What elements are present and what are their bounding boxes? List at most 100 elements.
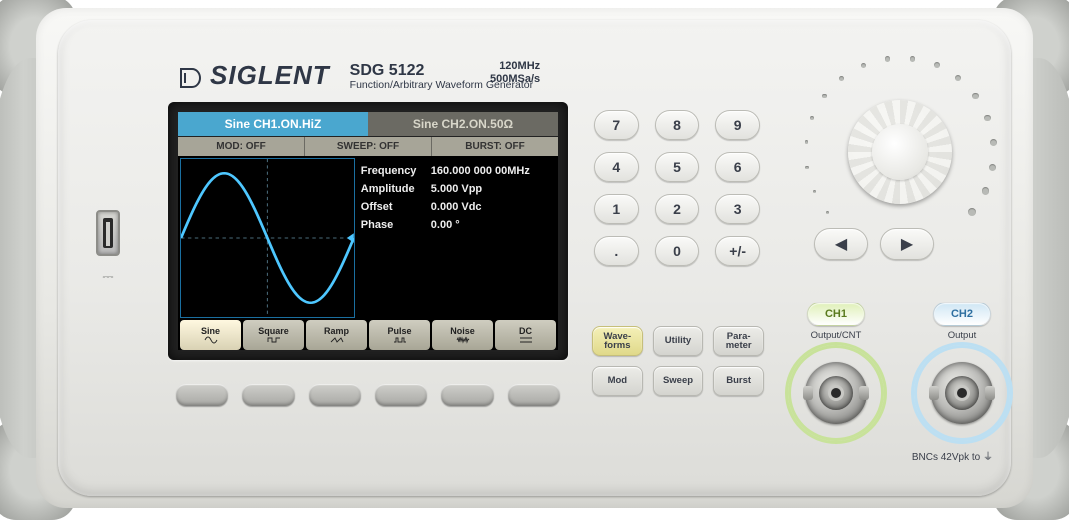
ch1-output-ring bbox=[788, 345, 884, 441]
mode-indicator: SWEEP: OFF bbox=[305, 137, 432, 156]
parameter-value: 0.00 ° bbox=[431, 216, 460, 234]
knob-scale-dot bbox=[982, 187, 990, 195]
parameter-label: Amplitude bbox=[361, 180, 423, 198]
parameter-label: Phase bbox=[361, 216, 423, 234]
numeric-keypad: 789 456 123. 0 +/- bbox=[594, 110, 760, 266]
softkey-label: Ramp bbox=[324, 326, 349, 336]
channel-tab-row: Sine CH1.ON.HiZSine CH2.ON.50Ω bbox=[178, 112, 558, 136]
waveform-preview bbox=[180, 158, 355, 318]
softkey-pulse[interactable]: Pulse bbox=[369, 320, 430, 350]
keypad-1-button[interactable]: 1 bbox=[594, 194, 639, 224]
keypad-2-button[interactable]: 2 bbox=[655, 194, 700, 224]
softkey-row: Sine Square Ramp Pulse Noise DC bbox=[178, 320, 558, 350]
knob-scale-dot bbox=[813, 190, 816, 193]
softkey-square[interactable]: Square bbox=[243, 320, 304, 350]
keypad-3-button[interactable]: 3 bbox=[715, 194, 760, 224]
sine-icon bbox=[197, 336, 225, 344]
rotary-knob[interactable] bbox=[848, 100, 952, 204]
fn-burst-button[interactable]: Burst bbox=[713, 366, 764, 396]
keypad-7-button[interactable]: 7 bbox=[594, 110, 639, 140]
cursor-right-button[interactable]: ▶ bbox=[880, 228, 934, 260]
cursor-left-button[interactable]: ◀ bbox=[814, 228, 868, 260]
softkey-label: Square bbox=[258, 326, 289, 336]
mode-indicator: BURST: OFF bbox=[432, 137, 558, 156]
soft-button-2[interactable] bbox=[242, 384, 294, 406]
knob-scale-dot bbox=[989, 164, 996, 171]
channel-block-ch2: CH2 Output bbox=[910, 302, 1014, 441]
parameter-row: Frequency 160.000 000 00MHz bbox=[361, 162, 554, 180]
softkey-label: Sine bbox=[201, 326, 220, 336]
dc-icon bbox=[512, 336, 540, 344]
mode-indicator: MOD: OFF bbox=[178, 137, 305, 156]
ch2-output-label: Output bbox=[948, 330, 977, 341]
knob-scale-dot bbox=[910, 56, 916, 62]
knob-scale-dot bbox=[972, 93, 979, 100]
soft-button-3[interactable] bbox=[309, 384, 361, 406]
softkey-label: Noise bbox=[450, 326, 475, 336]
knob-zone bbox=[790, 96, 1010, 246]
fn-parameter-button[interactable]: Para- meter bbox=[713, 326, 764, 356]
device-faceplate: SIGLENT SDG 5122 Function/Arbitrary Wave… bbox=[0, 0, 1069, 516]
soft-button-1[interactable] bbox=[176, 384, 228, 406]
keypad-8-button[interactable]: 8 bbox=[655, 110, 700, 140]
knob-scale-dot bbox=[839, 76, 844, 81]
keypad-6-button[interactable]: 6 bbox=[715, 152, 760, 182]
fn-mod-button[interactable]: Mod bbox=[592, 366, 643, 396]
mode-row: MOD: OFFSWEEP: OFFBURST: OFF bbox=[178, 136, 558, 156]
lcd-screen: Sine CH1.ON.HiZSine CH2.ON.50Ω MOD: OFFS… bbox=[178, 112, 558, 350]
keypad-0-button[interactable]: 0 bbox=[655, 236, 700, 266]
parameter-row: Offset0.000 Vdc bbox=[361, 198, 554, 216]
soft-button-4[interactable] bbox=[375, 384, 427, 406]
keypad-9-button[interactable]: 9 bbox=[715, 110, 760, 140]
softbutton-row bbox=[176, 384, 560, 406]
knob-scale-dot bbox=[990, 139, 997, 146]
parameter-row: Phase 0.00 ° bbox=[361, 216, 554, 234]
keypad--button[interactable]: +/- bbox=[715, 236, 760, 266]
function-button-zone: Wave- forms Utility Para- meter Mod Sweep Bur… bbox=[592, 326, 764, 396]
triangle-right-icon: ▶ bbox=[901, 234, 913, 254]
ch2-button[interactable]: CH2 bbox=[933, 302, 991, 326]
soft-button-5[interactable] bbox=[441, 384, 493, 406]
parameter-row: Amplitude 5.000 Vpp bbox=[361, 180, 554, 198]
softkey-label: Pulse bbox=[387, 326, 411, 336]
header: SIGLENT SDG 5122 Function/Arbitrary Wave… bbox=[178, 60, 533, 91]
ch2-output-ring bbox=[914, 345, 1010, 441]
knob-scale-dot bbox=[885, 56, 890, 61]
parameter-value: 160.000 000 00MHz bbox=[431, 162, 530, 180]
usb-port[interactable] bbox=[96, 210, 120, 256]
bnc-safety-note: BNCs 42Vpk to ⏚ bbox=[912, 448, 993, 463]
keypad--button[interactable]: . bbox=[594, 236, 639, 266]
spec-samplerate: 500MSa/s bbox=[490, 73, 540, 86]
parameter-label: Frequency bbox=[361, 162, 423, 180]
softkey-label: DC bbox=[519, 326, 532, 336]
parameter-value: 0.000 Vdc bbox=[431, 198, 482, 216]
fn-sweep-button[interactable]: Sweep bbox=[653, 366, 704, 396]
softkey-noise[interactable]: Noise bbox=[432, 320, 493, 350]
cursor-arrows: ◀ ▶ bbox=[814, 228, 934, 260]
knob-scale-dot bbox=[968, 208, 976, 216]
ch2-bnc-connector[interactable] bbox=[931, 362, 993, 424]
knob-scale-dot bbox=[984, 115, 991, 122]
usb-icon: ⎓ bbox=[96, 268, 120, 285]
spec-bandwidth: 120MHz bbox=[490, 60, 540, 73]
noise-icon bbox=[449, 336, 477, 344]
ch1-output-label: Output/CNT bbox=[811, 330, 862, 341]
parameter-value: 5.000 Vpp bbox=[431, 180, 482, 198]
keypad-4-button[interactable]: 4 bbox=[594, 152, 639, 182]
softkey-dc[interactable]: DC bbox=[495, 320, 556, 350]
fn-utility-button[interactable]: Utility bbox=[653, 326, 704, 356]
soft-button-6[interactable] bbox=[508, 384, 560, 406]
knob-scale-dot bbox=[826, 211, 829, 214]
channel-tab[interactable]: Sine CH2.ON.50Ω bbox=[368, 112, 558, 136]
knob-scale-dot bbox=[861, 63, 866, 68]
ch1-bnc-connector[interactable] bbox=[805, 362, 867, 424]
softkey-sine[interactable]: Sine bbox=[180, 320, 241, 350]
knob-scale-dot bbox=[805, 140, 809, 144]
triangle-left-icon: ◀ bbox=[835, 234, 847, 254]
lcd-bezel: Sine CH1.ON.HiZSine CH2.ON.50Ω MOD: OFFS… bbox=[168, 102, 568, 360]
ch1-button[interactable]: CH1 bbox=[807, 302, 865, 326]
softkey-ramp[interactable]: Ramp bbox=[306, 320, 367, 350]
channel-tab[interactable]: Sine CH1.ON.HiZ bbox=[178, 112, 368, 136]
keypad-5-button[interactable]: 5 bbox=[655, 152, 700, 182]
fn-waveforms-button[interactable]: Wave- forms bbox=[592, 326, 643, 356]
